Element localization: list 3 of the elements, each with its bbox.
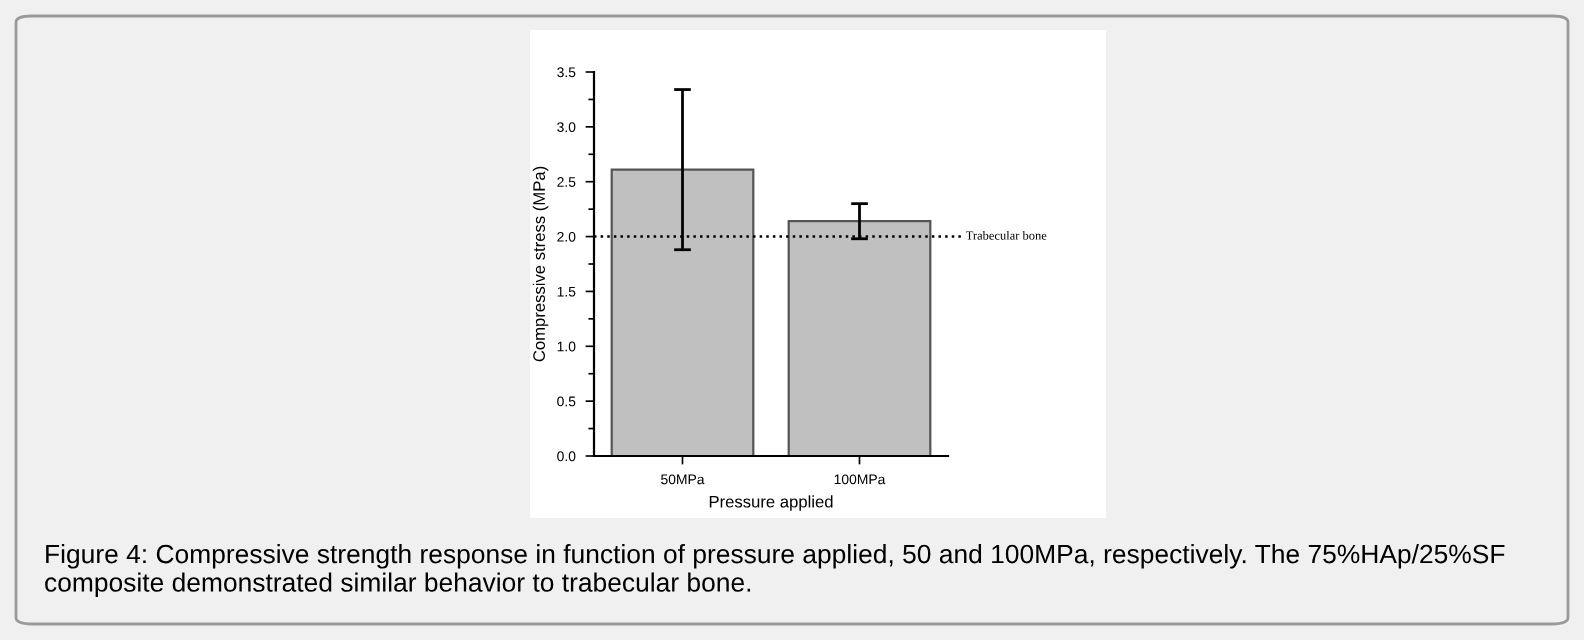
caption: Figure 4: Compressive strength response in function of pressure applied, 50 and 100MPa, respectively. The 75%HAp/25%SF composite demonstrated similar behavior to trabecular bone. [45,544,1505,598]
x-axis-title: Pressure applied [709,495,833,511]
y-axis-title: Compressive stress (MPa) [532,166,549,362]
